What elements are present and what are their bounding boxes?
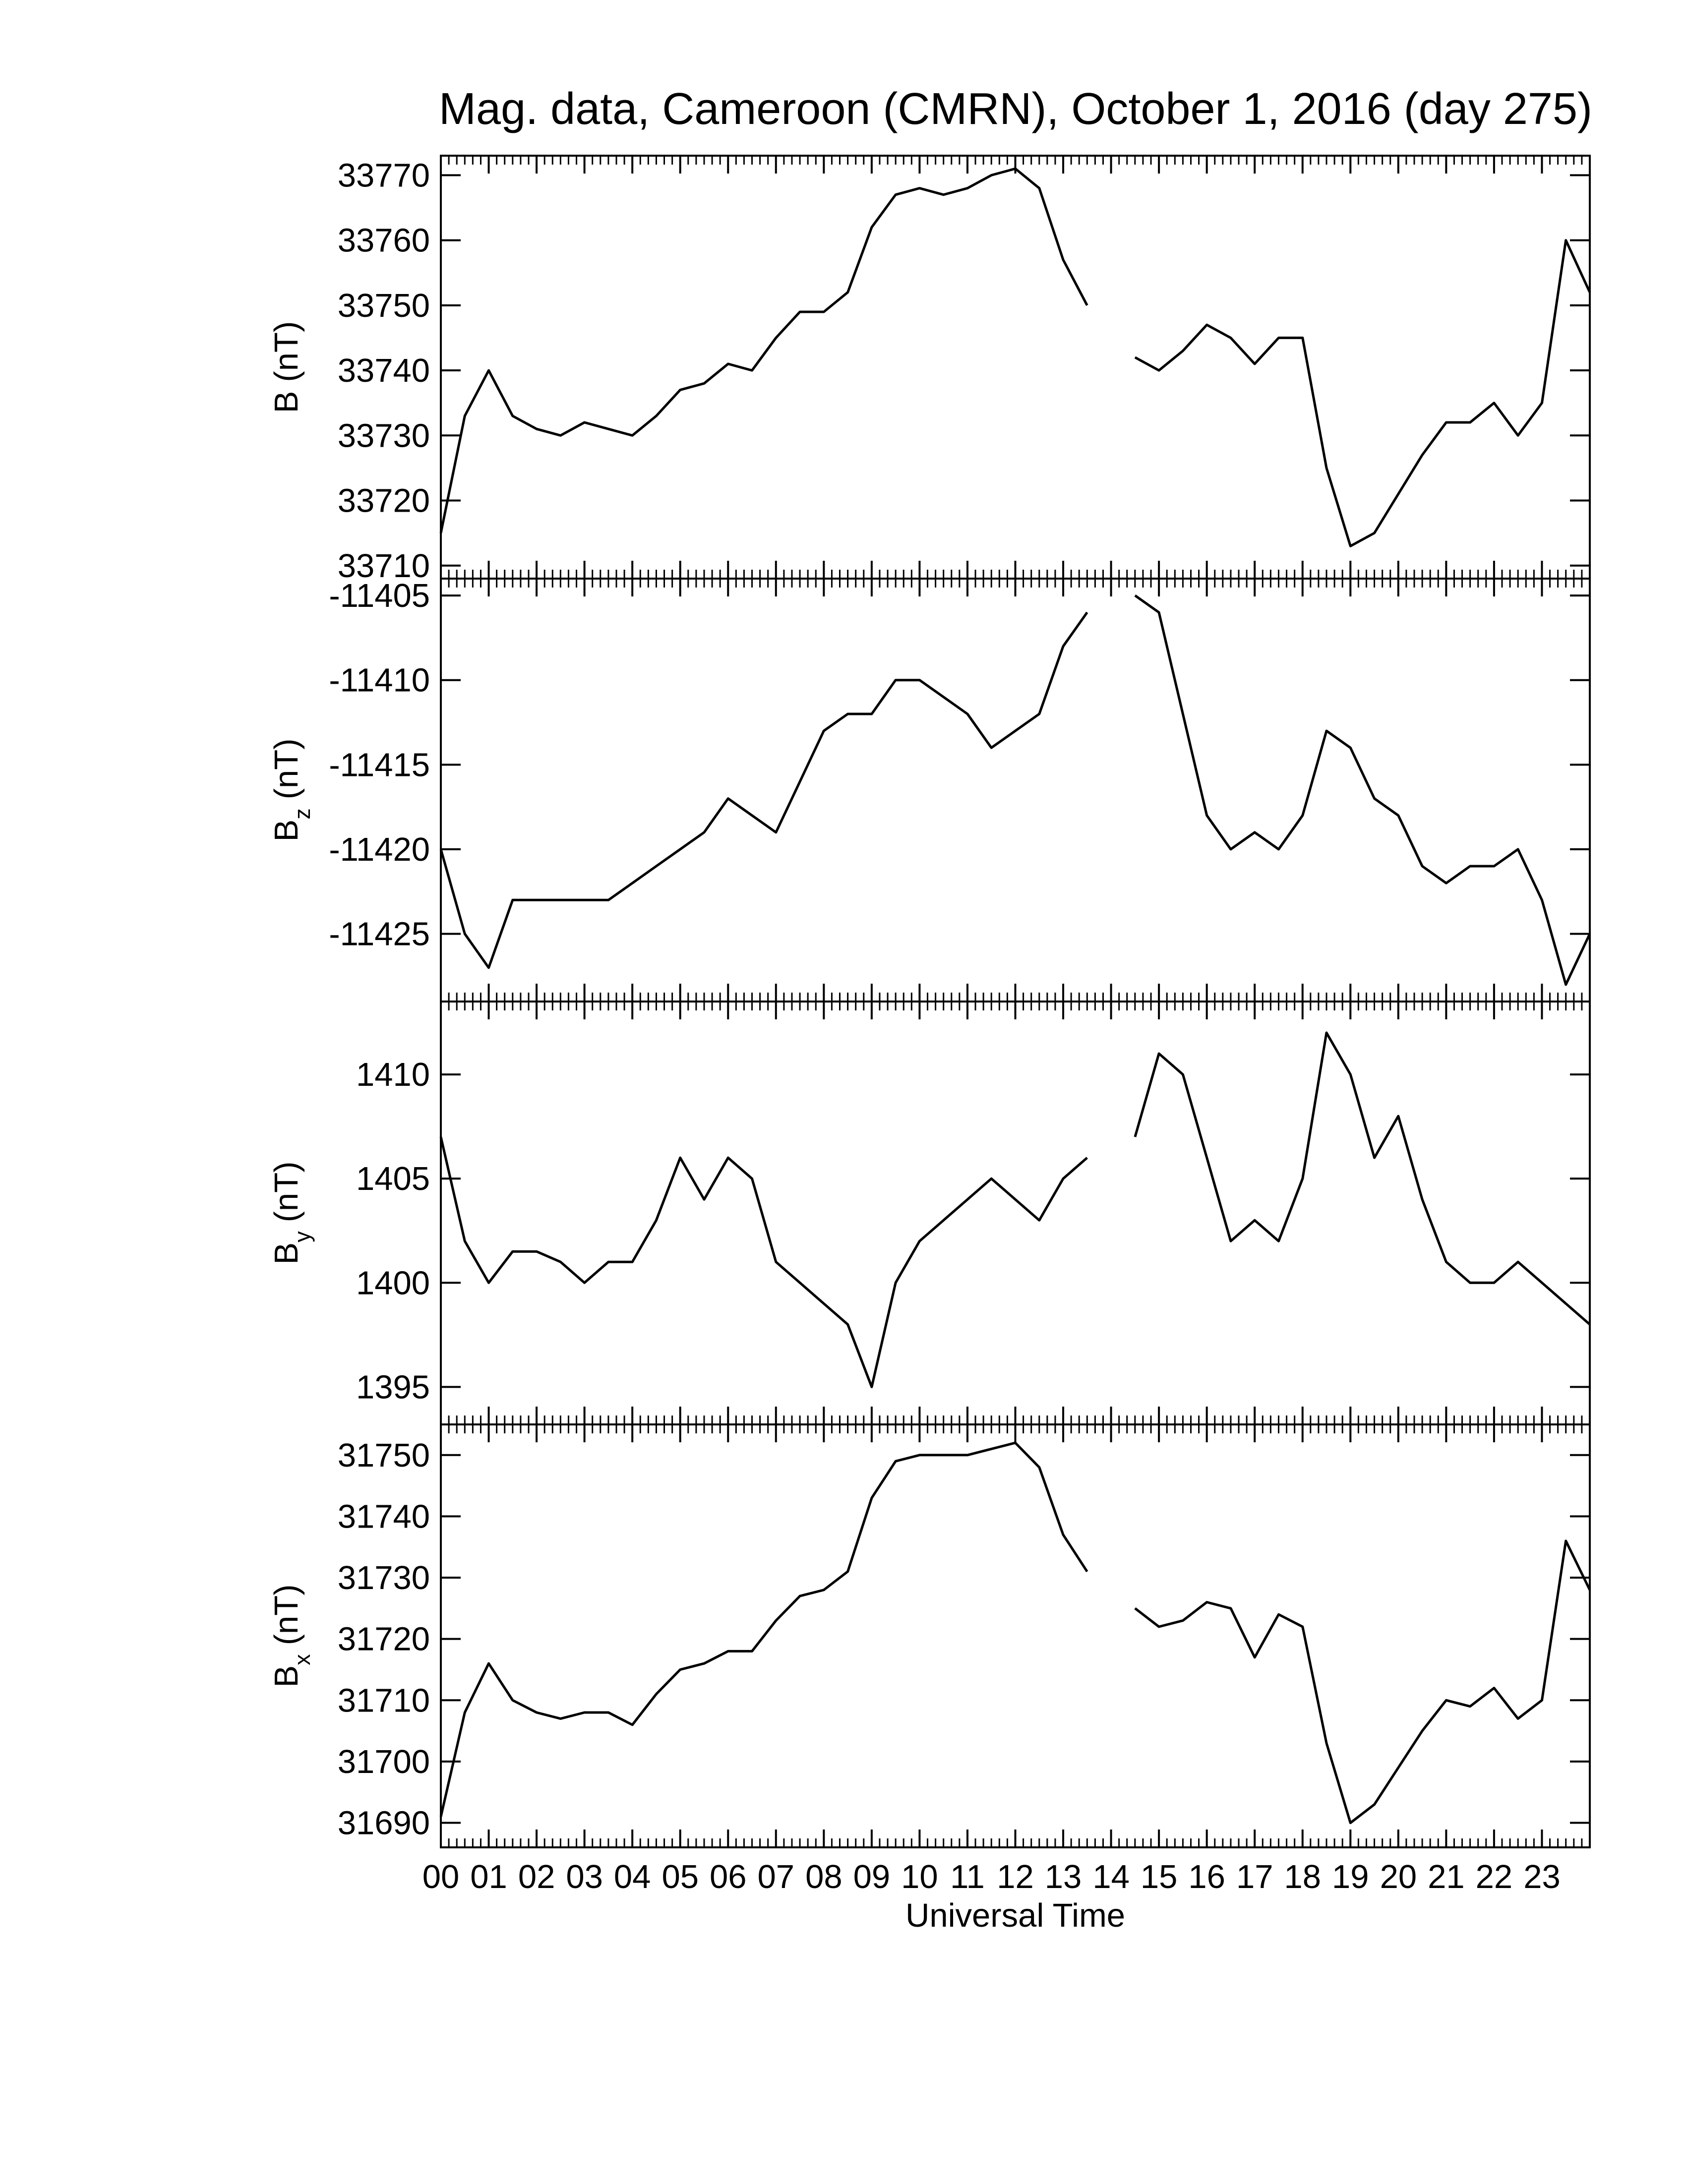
y-tick-label: 33770: [338, 157, 430, 194]
y-axis-label: By (nT): [268, 1161, 315, 1264]
y-tick-label: -11410: [329, 662, 430, 699]
x-tick-label: 00: [422, 1858, 460, 1895]
plot-frame: [440, 1423, 1591, 1848]
chart-title: Mag. data, Cameroon (CMRN), October 1, 2…: [439, 84, 1592, 134]
x-tick-label: 15: [1141, 1858, 1178, 1895]
y-label-base: B: [268, 391, 305, 413]
y-tick-label: 31750: [338, 1437, 430, 1474]
data-line: [439, 1441, 1591, 1825]
y-tick-label: 1400: [356, 1264, 430, 1301]
y-tick-label: -11420: [329, 831, 430, 868]
y-tick-label: 1405: [356, 1160, 430, 1197]
y-label-unit: (nT): [268, 738, 305, 799]
y-label-sub: x: [290, 1654, 315, 1665]
x-tick-label: 03: [566, 1858, 603, 1895]
y-label-base: B: [268, 820, 305, 842]
y-tick-label: 33750: [338, 287, 430, 324]
y-tick-label: 33760: [338, 222, 430, 259]
y-label-unit: (nT): [268, 1161, 305, 1222]
data-line: [439, 1031, 1591, 1388]
y-axis-label: Bx (nT): [268, 1584, 315, 1687]
y-tick-label: 31710: [338, 1682, 430, 1719]
x-tick-label: 19: [1332, 1858, 1369, 1895]
x-tick-label: 08: [805, 1858, 843, 1895]
y-label-unit: (nT): [268, 321, 305, 382]
data-line: [439, 594, 1591, 986]
y-label-base: B: [268, 1242, 305, 1265]
plot-frame: [440, 1001, 1591, 1425]
y-tick-label: 1410: [356, 1056, 430, 1093]
y-tick-label: 33710: [338, 547, 430, 585]
plot-frame: [440, 578, 1591, 1003]
y-label-sub: y: [290, 1231, 315, 1242]
y-tick-label: -11425: [329, 916, 430, 953]
x-tick-label: 14: [1092, 1858, 1130, 1895]
x-tick-label: 11: [950, 1858, 985, 1895]
plot-frame: [440, 155, 1591, 580]
y-label-sub: z: [290, 808, 315, 820]
y-tick-label: 31720: [338, 1621, 430, 1658]
x-tick-label: 18: [1284, 1858, 1321, 1895]
y-tick-label: 31730: [338, 1559, 430, 1596]
y-tick-label: 31690: [338, 1805, 430, 1842]
y-tick-label: 31740: [338, 1498, 430, 1535]
x-tick-label: 21: [1428, 1858, 1465, 1895]
y-tick-label: -11415: [329, 746, 430, 783]
x-tick-label: 09: [853, 1858, 891, 1895]
x-tick-label: 06: [710, 1858, 747, 1895]
y-axis-label: B (nT): [268, 321, 305, 413]
x-tick-label: 17: [1236, 1858, 1273, 1895]
x-tick-label: 05: [662, 1858, 699, 1895]
x-tick-label: 07: [758, 1858, 795, 1895]
x-tick-label: 02: [518, 1858, 555, 1895]
y-tick-label: 33740: [338, 352, 430, 389]
x-tick-label: 16: [1188, 1858, 1225, 1895]
x-tick-label: 20: [1380, 1858, 1417, 1895]
x-tick-label: 23: [1523, 1858, 1561, 1895]
x-tick-label: 01: [470, 1858, 507, 1895]
x-tick-label: 13: [1045, 1858, 1082, 1895]
y-tick-label: 31700: [338, 1743, 430, 1780]
x-tick-label: 22: [1476, 1858, 1513, 1895]
y-axis-label: Bz (nT): [268, 738, 315, 841]
x-tick-label: 12: [997, 1858, 1034, 1895]
x-tick-label: 04: [614, 1858, 651, 1895]
y-tick-label: 33720: [338, 482, 430, 520]
data-line: [439, 167, 1591, 547]
y-tick-label: 1395: [356, 1368, 430, 1406]
y-label-base: B: [268, 1665, 305, 1688]
y-tick-label: -11405: [329, 577, 430, 614]
x-axis-label: Universal Time: [905, 1897, 1125, 1934]
x-tick-label: 10: [901, 1858, 938, 1895]
y-tick-label: 33730: [338, 417, 430, 454]
y-label-unit: (nT): [268, 1584, 305, 1645]
